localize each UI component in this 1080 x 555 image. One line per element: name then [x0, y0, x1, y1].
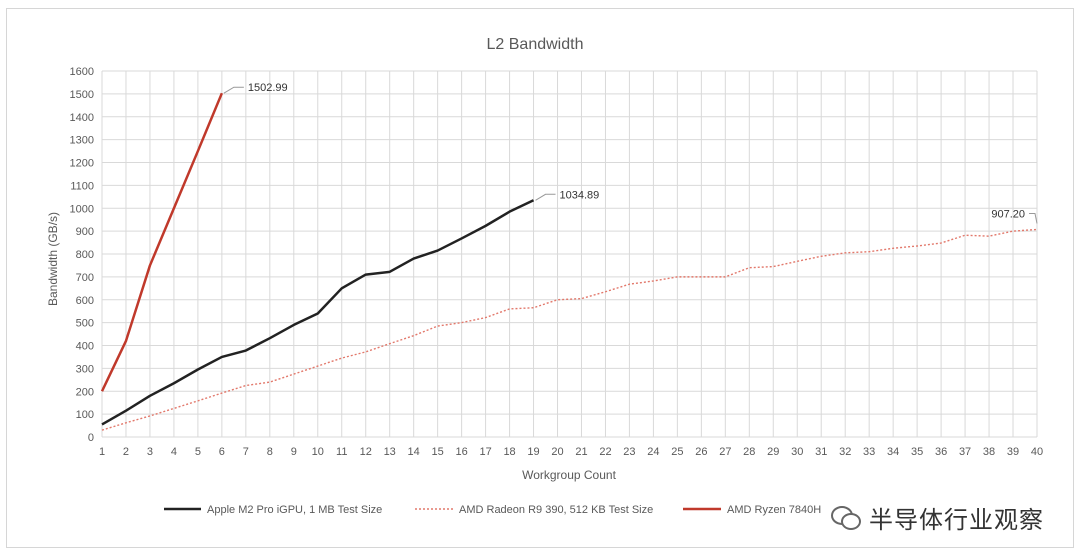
grid [101, 70, 1038, 438]
x-tick-label: 40 [1031, 446, 1043, 458]
end-label-ryzen: 1502.99 [248, 82, 288, 94]
end-labels: 1034.89 907.20 1502.99 [223, 82, 1038, 224]
x-tick-label: 23 [623, 446, 635, 458]
legend-label-radeon: AMD Radeon R9 390, 512 KB Test Size [459, 504, 653, 516]
y-tick-label: 800 [76, 249, 94, 261]
x-tick-label: 39 [1007, 446, 1019, 458]
x-tick-label: 18 [503, 446, 515, 458]
apple-m2-pro-line [101, 199, 535, 426]
x-tick-label: 13 [384, 446, 396, 458]
y-tick-label: 1500 [70, 89, 94, 101]
x-tick-label: 1 [99, 446, 105, 458]
x-tick-label: 28 [743, 446, 755, 458]
y-tick-label: 400 [76, 341, 94, 353]
legend-label-ryzen: AMD Ryzen 7840H [727, 504, 821, 516]
y-tick-label: 1100 [70, 180, 94, 192]
x-tick-label: 31 [815, 446, 827, 458]
y-axis-ticks: 0 100 200 300 400 500 600 700 800 900 1000 1100 1200… [70, 66, 94, 444]
end-label-leader [535, 193, 556, 201]
chart-title: L2 Bandwidth [487, 36, 584, 53]
y-tick-label: 600 [76, 295, 94, 307]
x-tick-label: 6 [219, 446, 225, 458]
x-tick-label: 24 [647, 446, 659, 458]
y-tick-label: 1400 [70, 112, 94, 124]
line-chart: L2 Bandwidth 010020030040050060070080090… [46, 36, 1043, 516]
watermark-text: 半导体行业观察 [869, 505, 1044, 534]
x-tick-label: 20 [551, 446, 563, 458]
x-tick-label: 17 [479, 446, 491, 458]
x-tick-label: 14 [408, 446, 420, 458]
y-tick-label: 500 [76, 318, 94, 330]
x-tick-label: 15 [432, 446, 444, 458]
x-tick-label: 10 [312, 446, 324, 458]
y-tick-label: 700 [76, 272, 94, 284]
end-label-leader [223, 86, 244, 94]
x-tick-label: 22 [599, 446, 611, 458]
y-tick-label: 1300 [70, 135, 94, 147]
y-tick-label: 300 [76, 363, 94, 375]
x-tick-label: 2 [123, 446, 129, 458]
end-label-leader [1029, 212, 1038, 224]
y-tick-label: 1200 [70, 158, 94, 170]
x-tick-label: 29 [767, 446, 779, 458]
radeon-r9-390-line [101, 228, 1038, 431]
legend: Apple M2 Pro iGPU, 1 MB Test Size AMD Ra… [164, 504, 821, 516]
x-tick-label: 37 [959, 446, 971, 458]
y-tick-label: 100 [76, 409, 94, 421]
x-tick-label: 8 [267, 446, 273, 458]
x-tick-label: 38 [983, 446, 995, 458]
x-tick-label: 4 [171, 446, 177, 458]
x-tick-label: 9 [291, 446, 297, 458]
x-tick-label: 25 [671, 446, 683, 458]
x-tick-label: 7 [243, 446, 249, 458]
x-tick-label: 21 [575, 446, 587, 458]
legend-label-apple: Apple M2 Pro iGPU, 1 MB Test Size [207, 504, 382, 516]
end-label-radeon: 907.20 [991, 208, 1025, 220]
x-tick-label: 26 [695, 446, 707, 458]
y-tick-label: 0 [88, 432, 94, 444]
y-tick-label: 200 [76, 386, 94, 398]
x-tick-label: 3 [147, 446, 153, 458]
end-label-apple: 1034.89 [560, 189, 600, 201]
y-tick-label: 1600 [70, 66, 94, 78]
watermark: 半导体行业观察 [827, 497, 1071, 537]
y-tick-label: 900 [76, 226, 94, 238]
ryzen-7840h-line [100, 92, 224, 392]
x-tick-label: 34 [887, 446, 899, 458]
x-tick-label: 16 [455, 446, 467, 458]
wechat-icon [831, 504, 861, 530]
x-tick-label: 12 [360, 446, 372, 458]
x-tick-label: 30 [791, 446, 803, 458]
x-tick-label: 35 [911, 446, 923, 458]
x-axis-label: Workgroup Count [522, 468, 616, 482]
y-axis-label: Bandwidth (GB/s) [46, 212, 60, 306]
x-tick-label: 36 [935, 446, 947, 458]
x-tick-label: 5 [195, 446, 201, 458]
x-tick-label: 19 [527, 446, 539, 458]
y-tick-label: 1000 [70, 203, 94, 215]
chart-frame: L2 Bandwidth 0 100 200 300 400 500 600 700 800 90… [6, 8, 1074, 548]
series-group [100, 92, 1038, 431]
x-tick-label: 33 [863, 446, 875, 458]
x-tick-label: 27 [719, 446, 731, 458]
x-tick-label: 11 [336, 446, 347, 458]
x-axis-ticks: 1 2 3 4 5 6 7 8 9 10 11 12 13 14 15 16 17 18 19 20 21 22 23 24 2… [99, 446, 1043, 458]
x-tick-label: 32 [839, 446, 851, 458]
